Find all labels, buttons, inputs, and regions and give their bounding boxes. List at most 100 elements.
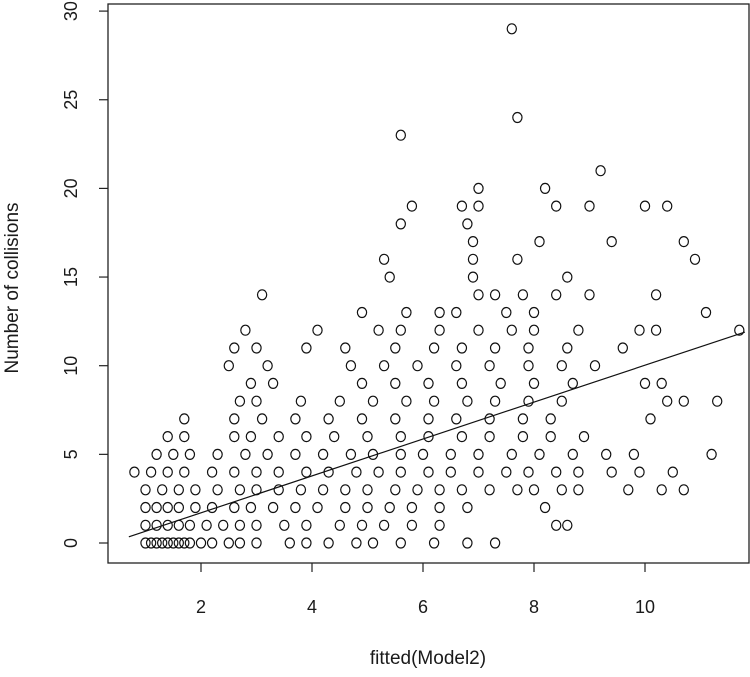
data-point: [362, 484, 373, 496]
data-point: [378, 253, 390, 265]
data-point: [251, 342, 262, 354]
data-point: [567, 448, 579, 460]
data-point: [712, 395, 723, 407]
data-point: [184, 537, 196, 549]
data-point: [273, 431, 284, 443]
data-point: [406, 519, 418, 531]
data-point: [173, 501, 184, 514]
data-point: [634, 324, 645, 336]
data-point: [256, 413, 268, 425]
data-point: [168, 448, 179, 460]
data-point: [267, 501, 279, 514]
data-point: [484, 484, 495, 496]
data-point: [173, 484, 184, 496]
data-point: [190, 484, 201, 496]
data-point: [428, 342, 440, 354]
data-point: [317, 448, 329, 460]
y-tick-label: 20: [61, 178, 81, 198]
data-point: [456, 200, 468, 212]
data-point: [151, 501, 162, 514]
y-tick-label: 30: [61, 1, 81, 21]
data-point: [217, 519, 229, 531]
data-point: [534, 448, 545, 460]
data-point: [290, 501, 301, 514]
data-point: [434, 324, 445, 336]
x-tick-label: 4: [307, 597, 317, 617]
data-point: [395, 466, 406, 478]
data-point: [401, 395, 412, 407]
data-point: [495, 377, 506, 389]
data-point: [706, 448, 717, 460]
data-point: [356, 413, 368, 425]
data-point: [373, 324, 384, 336]
data-point: [223, 360, 234, 372]
data-point: [473, 466, 484, 478]
data-point: [462, 395, 473, 407]
y-tick-label: 15: [61, 267, 81, 287]
data-point: [484, 360, 495, 372]
data-point: [428, 395, 440, 407]
data-point: [517, 289, 529, 301]
data-point: [567, 377, 579, 389]
data-point: [534, 236, 545, 248]
data-point: [201, 519, 212, 531]
data-point: [634, 466, 645, 478]
x-tick-label: 2: [196, 597, 206, 617]
x-axis: 2 4 6 8 10: [196, 563, 655, 617]
data-point: [234, 484, 246, 496]
data-point: [290, 448, 301, 460]
regression-line: [128, 331, 746, 538]
data-point: [628, 448, 640, 460]
data-point: [356, 306, 368, 319]
data-point: [273, 484, 284, 496]
data-point: [145, 537, 157, 549]
data-point: [456, 484, 468, 496]
data-point: [656, 484, 667, 496]
data-point: [395, 448, 406, 460]
data-point: [678, 484, 690, 496]
data-point: [539, 182, 551, 194]
data-point: [323, 466, 334, 478]
data-point: [140, 501, 151, 514]
data-point: [351, 466, 362, 478]
data-point: [390, 377, 401, 389]
data-point: [179, 431, 190, 443]
data-point: [251, 466, 262, 478]
data-point: [168, 537, 179, 549]
data-point: [428, 537, 440, 549]
data-point: [473, 324, 484, 336]
y-axis: 0 5 10 15 20 25 30: [61, 1, 108, 548]
x-tick-label: 8: [529, 597, 539, 617]
data-point: [700, 306, 712, 319]
data-point: [523, 360, 534, 372]
data-point: [262, 360, 273, 372]
data-point: [445, 448, 456, 460]
data-point: [623, 484, 634, 496]
data-point: [689, 253, 701, 265]
data-point: [512, 484, 523, 496]
data-point: [340, 484, 351, 496]
data-point: [501, 466, 512, 478]
data-point: [606, 236, 617, 248]
data-point: [162, 431, 173, 443]
data-point: [434, 501, 445, 514]
data-point: [245, 501, 257, 514]
data-point: [356, 519, 368, 531]
data-point: [523, 342, 534, 354]
data-point: [301, 519, 312, 531]
data-point: [573, 324, 584, 336]
data-point: [245, 431, 257, 443]
data-point: [240, 324, 251, 336]
data-point: [334, 519, 345, 531]
data-point: [734, 324, 745, 336]
data-point: [423, 431, 434, 443]
plot-frame: [107, 3, 750, 564]
y-tick-label: 0: [61, 538, 81, 548]
data-point: [356, 377, 368, 389]
data-point: [489, 289, 501, 301]
data-point: [395, 324, 406, 336]
data-point: [562, 519, 573, 531]
data-point: [489, 537, 501, 549]
data-point: [551, 200, 562, 212]
data-point: [639, 377, 651, 389]
